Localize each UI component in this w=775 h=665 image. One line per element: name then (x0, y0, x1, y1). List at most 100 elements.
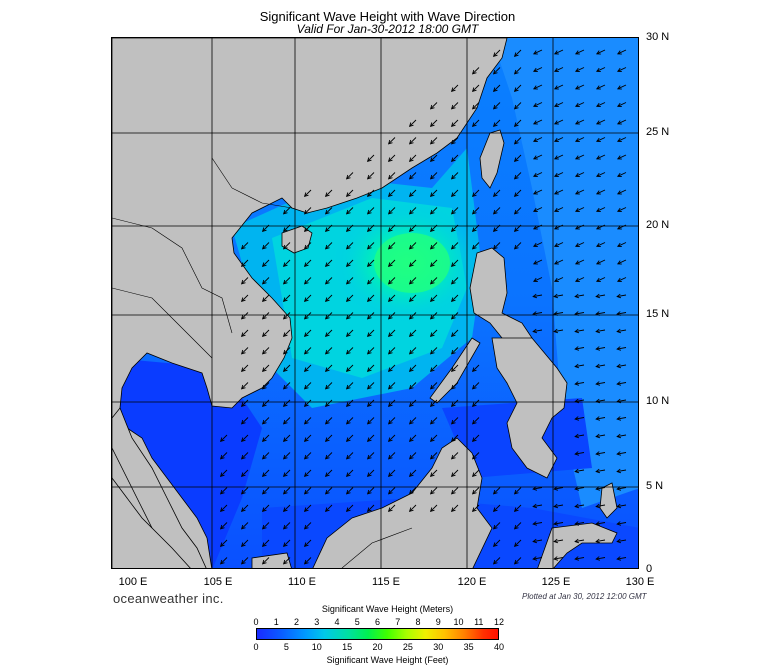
wave-arrow-head (261, 279, 267, 285)
wave-arrow (514, 49, 522, 57)
wave-arrow (241, 399, 249, 407)
wave-arrow-head (303, 454, 309, 460)
wave-arrow (262, 469, 270, 477)
wave-arrow-head (408, 507, 414, 513)
wave-arrow-head (261, 244, 267, 250)
wave-arrow (430, 119, 438, 127)
wave-arrow (575, 487, 585, 490)
wave-arrow (514, 539, 522, 547)
wave-arrow (514, 84, 522, 92)
wave-arrow (241, 539, 249, 547)
wave-arrow-head (513, 489, 519, 495)
wave-height-colorbar (256, 628, 499, 640)
wave-arrow-head (574, 486, 580, 491)
wave-arrow-head (366, 332, 372, 338)
wave-arrow-head (282, 559, 288, 565)
wave-arrow-head (282, 297, 288, 303)
wave-arrow (325, 224, 333, 232)
wave-arrow (283, 452, 291, 460)
oceanweather-brand: oceanweather inc. (113, 591, 224, 606)
map-subtitle: Valid For Jan-30-2012 18:00 GMT (296, 22, 479, 36)
wave-arrow (346, 434, 354, 442)
wave-arrow (617, 172, 627, 177)
wave-arrow (304, 417, 312, 425)
wave-arrow-head (345, 472, 351, 478)
wave-arrow-head (324, 227, 330, 233)
wave-arrow-head (429, 419, 435, 425)
wave-arrow-head (387, 454, 393, 460)
meters-tick: 1 (273, 617, 279, 627)
wave-arrow (554, 67, 564, 72)
wave-arrow-head (532, 85, 538, 90)
wave-arrow (575, 312, 585, 315)
wave-arrow (346, 452, 354, 460)
wave-arrow-head (450, 454, 456, 460)
wave-arrow (367, 277, 375, 285)
wave-arrow (325, 277, 333, 285)
wave-arrow-head (282, 367, 288, 373)
lon-label-105e: 105 E (203, 576, 233, 588)
wave-arrow-head (532, 172, 538, 178)
wave-arrow (262, 539, 270, 547)
wave-arrow (596, 329, 606, 333)
wave-arrow (533, 294, 543, 298)
wave-arrow (575, 469, 585, 473)
wave-arrow-head (282, 279, 288, 285)
wave-arrow-head (553, 172, 559, 178)
wave-arrow-head (513, 227, 519, 233)
wave-arrow (596, 399, 606, 403)
lat-label-0: 0 (646, 563, 653, 575)
wave-arrow (617, 399, 627, 403)
wave-arrow-head (366, 192, 372, 198)
wave-arrow-head (366, 314, 372, 320)
wave-arrow-head (492, 227, 498, 233)
wave-arrow-head (574, 328, 580, 334)
wave-arrow (617, 557, 627, 560)
wave-arrow-head (595, 363, 601, 369)
wave-arrow (430, 504, 438, 512)
wave-arrow-head (324, 244, 330, 250)
wave-arrow (409, 487, 417, 495)
wave-arrow (617, 329, 627, 333)
wave-arrow-head (616, 293, 622, 299)
wave-arrow (262, 504, 270, 512)
wave-arrow (575, 189, 585, 195)
wave-arrow (596, 312, 606, 315)
wave-arrow (430, 189, 438, 197)
wave-arrow-head (595, 398, 601, 404)
wave-arrow-head (345, 227, 351, 233)
wave-arrow (617, 224, 627, 230)
wave-arrow (451, 172, 459, 180)
wave-arrow (304, 294, 312, 302)
wave-arrow-head (240, 472, 246, 478)
wave-arrow (346, 277, 354, 285)
wave-arrow-head (450, 87, 456, 93)
wave-arrow (451, 452, 459, 460)
wave-arrow (554, 207, 564, 212)
colorbar-meters-title: Significant Wave Height (Meters) (321, 604, 454, 614)
wave-arrow (533, 277, 543, 282)
wave-arrow-head (303, 507, 309, 513)
wave-arrow-head (387, 437, 393, 443)
wave-arrow-head (366, 419, 372, 425)
wave-arrow (554, 522, 564, 525)
feet-tick: 25 (402, 642, 413, 652)
wave-arrow-head (553, 207, 559, 213)
wave-arrow (533, 119, 543, 125)
meters-tick: 3 (314, 617, 320, 627)
meters-tick: 5 (354, 617, 360, 627)
wave-arrow (575, 49, 585, 55)
wave-arrow (409, 119, 417, 127)
wave-arrow-head (471, 402, 477, 408)
wave-arrow (596, 137, 606, 142)
wave-arrow-head (616, 433, 622, 439)
wave-arrow (241, 557, 249, 565)
wave-arrow (388, 137, 396, 145)
lat-label-30n: 30 N (646, 31, 670, 43)
wave-arrow-head (513, 52, 519, 58)
wave-arrow-head (324, 209, 330, 215)
wave-arrow (367, 259, 375, 267)
wave-arrow-head (532, 102, 538, 108)
wave-arrow-head (492, 524, 498, 530)
wave-arrow (430, 312, 438, 320)
